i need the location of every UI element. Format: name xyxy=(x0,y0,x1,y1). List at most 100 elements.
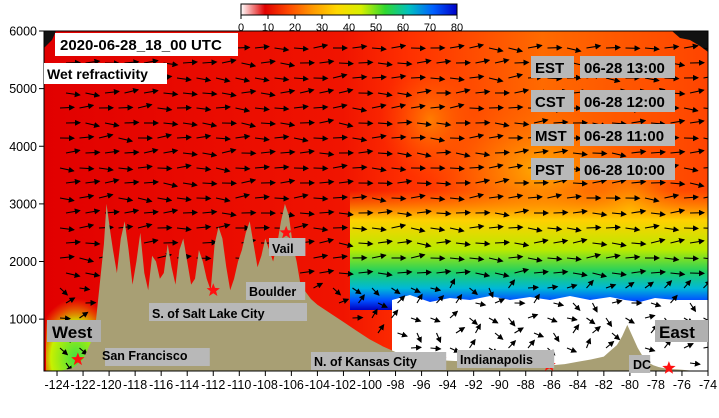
wind-arrow xyxy=(430,316,441,323)
wind-arrow xyxy=(631,118,647,125)
wind-arrow xyxy=(118,196,134,203)
wind-arrow xyxy=(293,75,309,82)
wind-arrow xyxy=(553,301,565,308)
wind-arrow xyxy=(566,226,582,233)
wind-arrow xyxy=(176,76,192,83)
wind-arrow xyxy=(104,88,120,95)
wind-arrow xyxy=(494,332,504,340)
wind-arrow xyxy=(397,178,413,185)
wind-arrow xyxy=(260,58,276,65)
wind-arrow xyxy=(358,294,365,304)
wind-arrow xyxy=(475,58,491,65)
wind-arrow xyxy=(449,43,465,50)
wind-arrow xyxy=(416,269,432,276)
x-tick-label: -88 xyxy=(517,378,535,392)
wind-arrow xyxy=(352,136,368,143)
time-value-box xyxy=(580,158,675,180)
wind-arrow xyxy=(689,238,705,245)
wind-arrow xyxy=(631,208,647,215)
wind-arrow xyxy=(79,257,95,264)
wind-arrow xyxy=(299,148,315,155)
wind-arrow xyxy=(631,240,647,247)
wind-arrow xyxy=(143,209,159,216)
wind-arrow xyxy=(157,165,173,172)
wind-arrow xyxy=(514,120,530,127)
wind-arrow xyxy=(605,77,621,84)
wind-arrow xyxy=(611,271,627,278)
city-label-box xyxy=(149,303,307,321)
wind-arrow xyxy=(332,163,348,170)
wind-arrow xyxy=(163,120,179,127)
wind-arrow xyxy=(157,133,173,139)
wind-arrow xyxy=(352,106,368,113)
wind-arrow xyxy=(196,165,212,172)
wind-arrow xyxy=(215,222,231,229)
time-zone-label: PST xyxy=(535,162,564,179)
wind-arrow xyxy=(319,237,335,244)
wind-arrow xyxy=(371,166,387,173)
wind-arrow xyxy=(215,135,231,142)
wind-arrow xyxy=(689,118,705,125)
wind-arrow xyxy=(352,287,362,295)
wind-arrow xyxy=(592,325,601,334)
wind-arrow xyxy=(449,76,465,83)
east-label: East xyxy=(659,323,695,342)
wind-arrow xyxy=(196,195,212,202)
wind-arrow xyxy=(332,194,348,201)
x-tick-label: -80 xyxy=(621,378,639,392)
wind-arrow xyxy=(176,163,192,170)
wind-arrow xyxy=(391,73,407,80)
plot-frame xyxy=(43,30,709,372)
wind-arrow xyxy=(689,360,701,367)
city-label: San Francisco xyxy=(102,349,188,363)
time-zone-box xyxy=(531,158,574,180)
wind-arrow xyxy=(494,121,510,128)
wind-arrow xyxy=(338,211,354,218)
wind-arrow xyxy=(625,254,641,261)
wind-arrow xyxy=(79,347,88,356)
plot-area xyxy=(44,31,708,371)
wind-arrow xyxy=(118,165,134,172)
wind-arrow xyxy=(137,222,153,229)
wind-arrow xyxy=(124,59,140,66)
time-zone-box xyxy=(531,90,574,112)
wind-arrow xyxy=(338,242,354,249)
time-zone-label: MST xyxy=(535,128,567,145)
wind-arrow xyxy=(79,285,91,292)
wind-arrow xyxy=(176,196,192,203)
city-label-box xyxy=(269,238,306,256)
wind-arrow xyxy=(592,150,608,157)
wind-arrow xyxy=(436,210,452,217)
wind-arrow xyxy=(416,88,432,95)
wind-arrow xyxy=(488,287,494,299)
wind-arrow xyxy=(455,152,471,158)
x-tick-label: -112 xyxy=(201,378,225,392)
wind-arrow xyxy=(533,148,549,155)
wind-arrow xyxy=(670,208,686,215)
wind-arrow xyxy=(202,59,218,66)
x-tick-label: -76 xyxy=(673,378,691,392)
x-tick-label: -94 xyxy=(439,378,457,392)
x-tick-label: -102 xyxy=(331,378,356,392)
time-labels: EST 06-28 13:00 CST 06-28 12:00 MST 06-28 11:… xyxy=(531,56,675,180)
title-box: 2020-06-28_18_00 UTC xyxy=(55,33,238,56)
wind-arrow xyxy=(566,47,582,53)
wind-arrow xyxy=(514,208,530,215)
wind-arrow xyxy=(319,151,335,158)
wind-arrow xyxy=(397,119,413,126)
y-tick-label: 2000 xyxy=(9,255,37,269)
wind-arrow xyxy=(377,91,393,98)
city-label-box xyxy=(457,350,555,368)
wind-arrow xyxy=(182,59,198,66)
wind-arrow xyxy=(85,91,101,98)
wind-arrow xyxy=(469,43,485,49)
wind-arrow xyxy=(631,148,647,155)
wind-arrow xyxy=(586,279,594,289)
x-tick-label: -82 xyxy=(595,378,613,392)
city-label: N. of Kansas City xyxy=(314,355,417,369)
wind-arrow xyxy=(508,47,524,54)
wind-arrow xyxy=(689,182,705,188)
wind-arrow xyxy=(508,279,516,289)
wind-arrow xyxy=(508,254,524,261)
wind-arrow xyxy=(664,75,680,82)
